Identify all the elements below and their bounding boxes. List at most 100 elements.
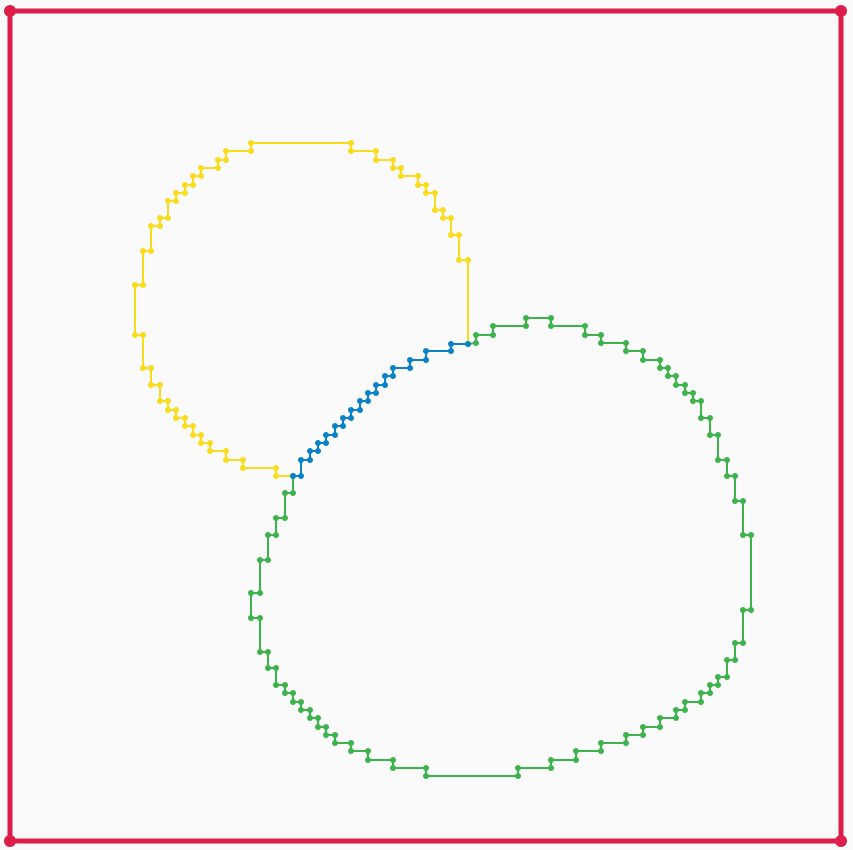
- yellow-circle-vertex: [198, 440, 204, 446]
- green-circle-vertex: [657, 357, 663, 363]
- blue-overlap-vertex: [373, 382, 379, 388]
- green-circle-vertex: [657, 365, 663, 371]
- blue-overlap-vertex: [357, 407, 363, 413]
- green-circle-vertex: [390, 765, 396, 771]
- yellow-circle-vertex: [273, 473, 279, 479]
- green-circle-vertex: [698, 415, 704, 421]
- green-circle-vertex: [724, 657, 730, 663]
- green-circle-vertex: [515, 765, 521, 771]
- yellow-circle-vertex: [223, 448, 229, 454]
- green-circle-vertex: [473, 332, 479, 338]
- green-circle-vertex: [748, 532, 754, 538]
- green-circle-vertex: [548, 315, 554, 321]
- yellow-circle-vertex: [440, 207, 446, 213]
- green-circle-vertex: [623, 740, 629, 746]
- blue-overlap-vertex: [315, 448, 321, 454]
- yellow-circle-vertex: [157, 215, 163, 221]
- blue-overlap-vertex: [298, 457, 304, 463]
- yellow-circle-vertex: [148, 223, 154, 229]
- yellow-circle-vertex: [207, 448, 213, 454]
- yellow-circle-vertex: [440, 215, 446, 221]
- blue-overlap-vertex: [307, 457, 313, 463]
- green-circle-vertex: [724, 457, 730, 463]
- yellow-circle-vertex: [223, 148, 229, 154]
- bounding-frame: [4, 5, 847, 847]
- yellow-circle-vertex: [373, 157, 379, 163]
- blue-overlap-vertex: [407, 357, 413, 363]
- green-circle-vertex: [548, 757, 554, 763]
- yellow-circle-vertex: [157, 382, 163, 388]
- yellow-circle-vertex: [140, 282, 146, 288]
- blue-overlap-vertex: [340, 415, 346, 421]
- green-circle-vertex: [273, 515, 279, 521]
- green-circle-vertex: [273, 665, 279, 671]
- green-circle-vertex: [640, 348, 646, 354]
- green-circle-vertex: [290, 490, 296, 496]
- green-circle-vertex: [307, 715, 313, 721]
- yellow-circle-vertex: [140, 248, 146, 254]
- yellow-circle-vertex: [398, 165, 404, 171]
- yellow-circle-vertex: [190, 182, 196, 188]
- green-circle-vertex: [257, 615, 263, 621]
- green-circle-vertex: [257, 590, 263, 596]
- green-circle-vertex: [315, 715, 321, 721]
- green-circle-vertex: [698, 690, 704, 696]
- green-circle-vertex: [707, 682, 713, 688]
- green-circle-vertex: [673, 707, 679, 713]
- green-circle-vertex: [732, 473, 738, 479]
- yellow-circle-vertex: [448, 232, 454, 238]
- blue-overlap-vertex: [448, 341, 454, 347]
- green-circle-vertex: [282, 515, 288, 521]
- yellow-circle-vertex: [273, 465, 279, 471]
- yellow-circle-vertex: [182, 423, 188, 429]
- green-circle-vertex: [490, 323, 496, 329]
- green-circle-vertex: [698, 398, 704, 404]
- yellow-circle-vertex: [190, 432, 196, 438]
- green-circle-outline: [248, 315, 754, 779]
- blue-overlap-vertex: [315, 440, 321, 446]
- yellow-circle-vertex: [198, 173, 204, 179]
- yellow-circle-vertex: [432, 207, 438, 213]
- green-circle-vertex: [665, 365, 671, 371]
- green-circle-vertex: [323, 724, 329, 730]
- yellow-circle-vertex: [248, 148, 254, 154]
- green-circle-vertex: [657, 724, 663, 730]
- green-circle-vertex: [707, 432, 713, 438]
- green-circle-vertex: [548, 323, 554, 329]
- green-circle-vertex: [640, 732, 646, 738]
- yellow-circle-vertex: [173, 198, 179, 204]
- green-circle-vertex: [523, 323, 529, 329]
- frame-corner-bottom-left: [4, 835, 16, 847]
- green-circle-vertex: [282, 682, 288, 688]
- yellow-circle-vertex: [215, 157, 221, 163]
- green-circle-vertex: [365, 748, 371, 754]
- yellow-circle-vertex: [132, 282, 138, 288]
- green-circle-vertex: [748, 607, 754, 613]
- blue-overlap-vertex: [365, 390, 371, 396]
- green-circle-vertex: [598, 332, 604, 338]
- green-circle-vertex: [265, 665, 271, 671]
- green-circle-vertex: [290, 690, 296, 696]
- green-circle-vertex: [290, 699, 296, 705]
- yellow-circle-vertex: [373, 148, 379, 154]
- yellow-circle-vertex: [157, 398, 163, 404]
- green-circle-vertex: [582, 332, 588, 338]
- green-circle-vertex: [282, 690, 288, 696]
- blue-overlap-vertex: [382, 373, 388, 379]
- yellow-circle-vertex: [165, 407, 171, 413]
- green-circle-vertex: [740, 498, 746, 504]
- green-circle-vertex: [698, 699, 704, 705]
- yellow-circle-vertex: [148, 248, 154, 254]
- green-circle-vertex: [573, 757, 579, 763]
- green-circle-vertex: [598, 748, 604, 754]
- yellow-circle-vertex: [415, 182, 421, 188]
- blue-overlap-vertex: [332, 423, 338, 429]
- green-circle-vertex: [490, 332, 496, 338]
- green-circle-vertex: [257, 557, 263, 563]
- green-circle-vertex: [707, 690, 713, 696]
- green-circle-vertex: [623, 732, 629, 738]
- green-circle-vertex: [523, 315, 529, 321]
- green-circle-vertex: [265, 557, 271, 563]
- frame-corner-top-left: [4, 5, 16, 17]
- green-circle-vertex: [323, 732, 329, 738]
